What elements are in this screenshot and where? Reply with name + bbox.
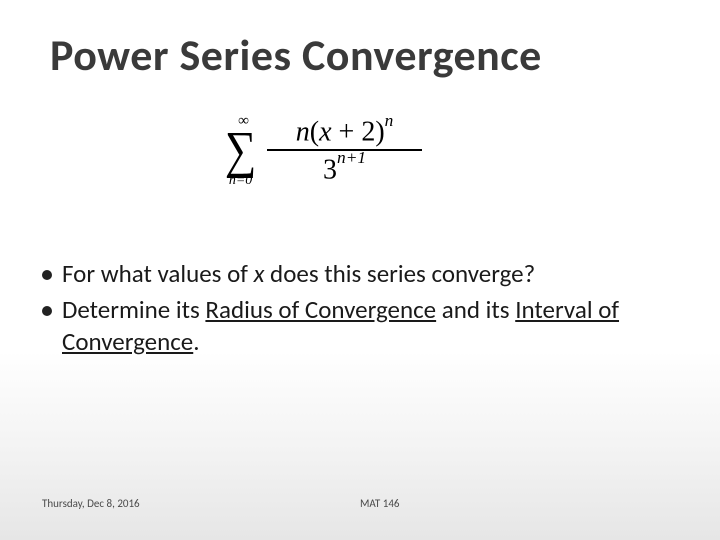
- footer-course: MAT 146: [360, 497, 399, 510]
- fraction: n(x + 2)n 3n+1: [267, 115, 422, 186]
- numerator: n(x + 2)n: [292, 115, 398, 149]
- slide-title: Power Series Convergence: [50, 28, 542, 82]
- list-item: Determine its Radius of Convergence and …: [42, 294, 680, 358]
- summation-symbol: ∞ ∑ n=0: [222, 114, 259, 188]
- bullet-icon: [42, 270, 52, 280]
- denominator: 3n+1: [319, 151, 370, 187]
- bullet-text-1: For what values of x does this series co…: [62, 258, 535, 290]
- footer-date: Thursday, Dec 8, 2016: [42, 497, 140, 510]
- bullet-icon: [42, 306, 52, 316]
- bullet-list: For what values of x does this series co…: [42, 258, 680, 362]
- bullet-text-2: Determine its Radius of Convergence and …: [62, 294, 680, 358]
- sigma-icon: ∑: [225, 130, 257, 172]
- list-item: For what values of x does this series co…: [42, 258, 680, 290]
- power-series-formula: ∞ ∑ n=0 n(x + 2)n 3n+1: [214, 96, 504, 206]
